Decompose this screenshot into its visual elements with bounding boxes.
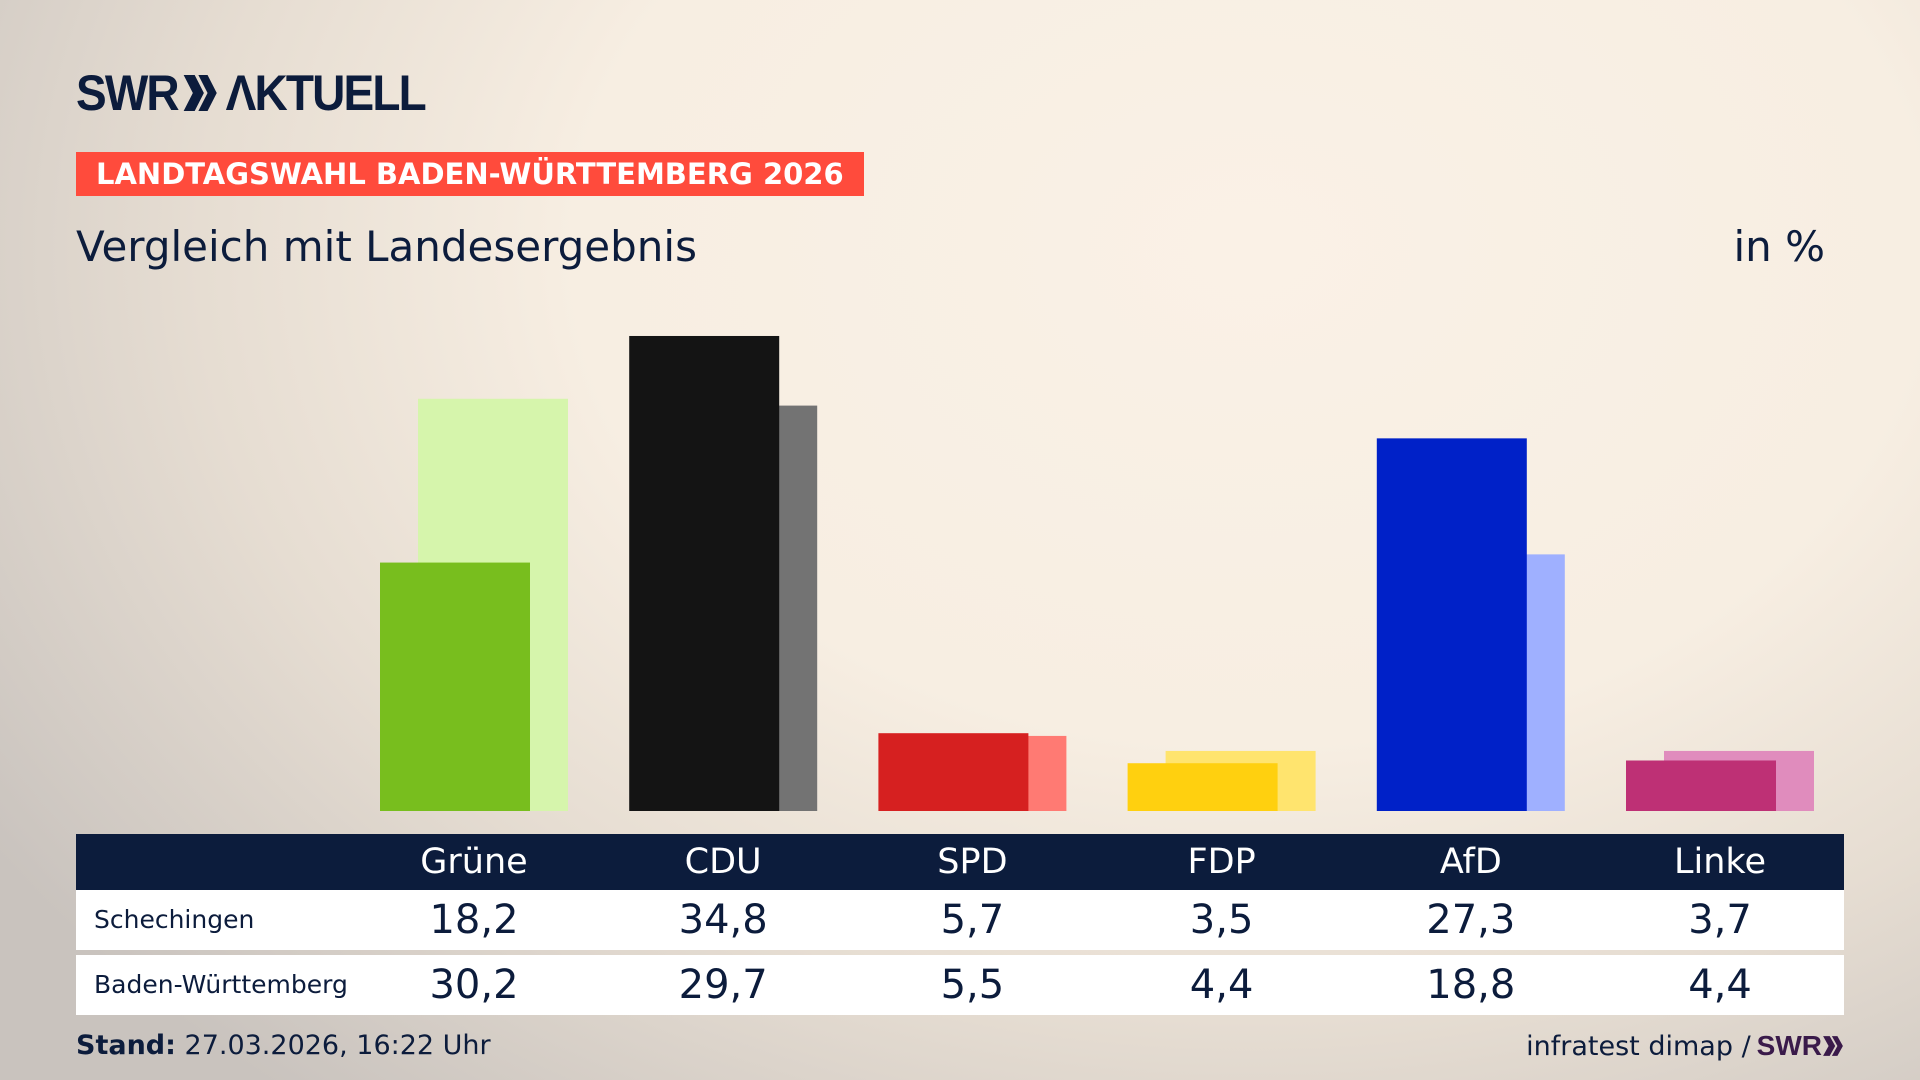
swr-aktuell-logo: SWR ΛKTUELL [76, 65, 427, 121]
table-header: Grüne CDU SPD FDP AfD Linke [76, 834, 1844, 890]
value-cell: 18,8 [1426, 962, 1516, 1008]
source-text: infratest dimap / [1526, 1030, 1751, 1062]
value-cell: 4,4 [1688, 962, 1752, 1008]
value-cell: 3,7 [1688, 897, 1752, 943]
value-cell: 30,2 [429, 962, 519, 1008]
party-header: SPD [937, 842, 1008, 882]
bar-grüne-local [380, 562, 530, 811]
bar-fdp-local [1127, 763, 1278, 811]
party-header: Grüne [420, 842, 528, 882]
value-cell: 5,7 [940, 897, 1005, 943]
value-cell: 18,2 [429, 897, 519, 943]
chevrons-icon [183, 75, 217, 111]
table-row: Baden-Württemberg 30,2 29,7 5,5 4,4 18,8 4,4 [76, 955, 1844, 1015]
value-cell: 3,5 [1189, 897, 1254, 943]
table-row: Schechingen 18,2 34,8 5,7 3,5 27,3 3,7 [76, 890, 1844, 950]
bar-spd-local [878, 733, 1029, 811]
party-header: FDP [1187, 842, 1256, 882]
election-banner: LANDTAGSWAHL BADEN-WÜRTTEMBERG 2026 [76, 152, 864, 196]
value-cell: 29,7 [678, 962, 768, 1008]
chevrons-icon [1823, 1036, 1843, 1056]
value-cell: 27,3 [1426, 897, 1516, 943]
chart-subtitle: Vergleich mit Landesergebnis [76, 222, 697, 271]
bar-chart [380, 335, 1814, 811]
party-header: AfD [1439, 842, 1502, 882]
unit-label: in % [1733, 222, 1825, 271]
row-label: Schechingen [94, 905, 255, 934]
row-label: Baden-Württemberg [94, 970, 348, 999]
timestamp: Stand: 27.03.2026, 16:22 Uhr [76, 1030, 491, 1061]
results-table: Grüne CDU SPD FDP AfD Linke Schechingen 18,2 3… [76, 834, 1844, 1020]
bar-linke-local [1626, 760, 1776, 811]
bar-afd-local [1376, 438, 1527, 811]
source: infratest dimap / SWR [1526, 1030, 1844, 1062]
value-cell: 34,8 [678, 897, 768, 943]
bar-cdu-local [629, 335, 780, 811]
swr-logo: SWR [1756, 1030, 1822, 1061]
value-cell: 4,4 [1189, 962, 1254, 1008]
stand-label: Stand: [76, 1030, 176, 1061]
stand-value: 27.03.2026, 16:22 Uhr [184, 1030, 491, 1061]
value-cell: 5,5 [940, 962, 1005, 1008]
party-header: Linke [1674, 842, 1766, 882]
party-header: CDU [684, 842, 762, 882]
